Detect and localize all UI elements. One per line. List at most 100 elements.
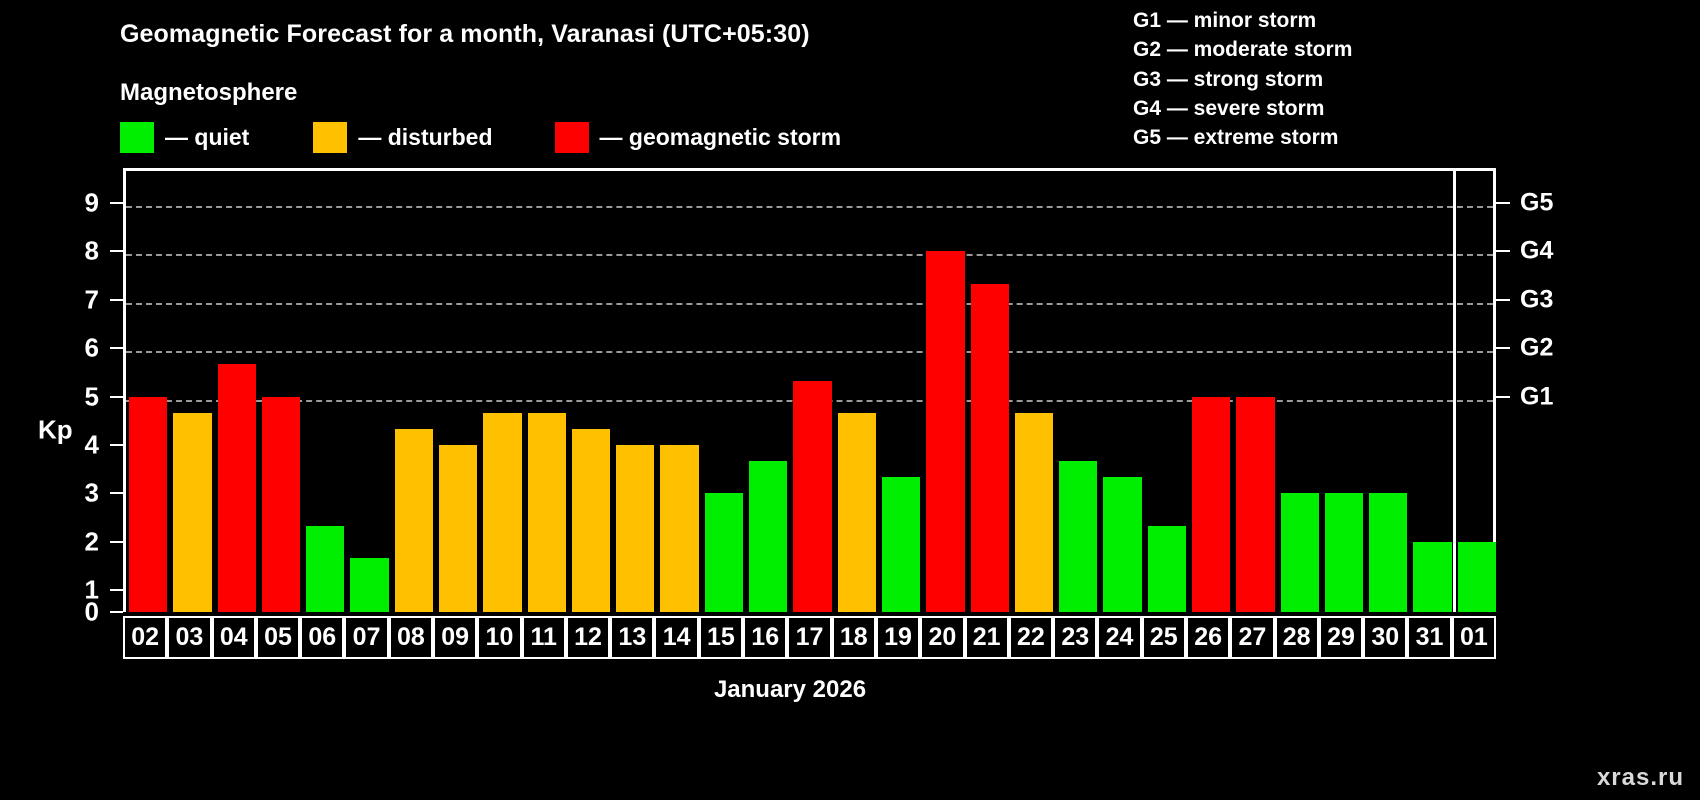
- y-axis-tick: [110, 250, 123, 253]
- gridline: [126, 206, 1493, 208]
- y-axis-tick-label: 1: [84, 574, 99, 605]
- g-scale-item-g5: G5 — extreme storm: [1133, 126, 1339, 150]
- bar-20[interactable]: [926, 251, 965, 612]
- bar-17[interactable]: [793, 380, 832, 612]
- y-axis-tick: [110, 395, 123, 398]
- bar-22[interactable]: [1014, 412, 1054, 612]
- x-axis-title: January 2026: [713, 676, 867, 703]
- bar-09[interactable]: [439, 445, 478, 612]
- x-axis-date-21[interactable]: 21: [964, 616, 1009, 659]
- x-axis-date-23[interactable]: 23: [1053, 616, 1098, 659]
- right-axis-tick: [1496, 347, 1510, 350]
- x-axis-date-04[interactable]: 04: [211, 616, 256, 659]
- x-axis-date-20[interactable]: 20: [920, 616, 965, 659]
- x-axis-date-03[interactable]: 03: [167, 616, 212, 659]
- bar-21[interactable]: [970, 283, 1009, 612]
- g-scale-legend: G1 — minor storm G2 — moderate storm G3 …: [1133, 6, 1352, 152]
- bar-26[interactable]: [1191, 396, 1231, 612]
- bar-18[interactable]: [837, 412, 876, 612]
- bar-01[interactable]: [1457, 541, 1496, 612]
- right-axis-tick: [1496, 395, 1510, 398]
- bar-02[interactable]: [129, 396, 168, 612]
- x-axis-date-24[interactable]: 24: [1097, 616, 1142, 659]
- g-scale-item-g2: G2 — moderate storm: [1133, 38, 1353, 62]
- legend-swatch-disturbed: [313, 122, 348, 153]
- y-axis-tick-label: 6: [84, 332, 99, 363]
- bar-30[interactable]: [1369, 493, 1408, 612]
- x-axis-date-28[interactable]: 28: [1274, 616, 1319, 659]
- y-axis-tick-label: 4: [84, 429, 99, 460]
- bar-04[interactable]: [217, 364, 256, 612]
- x-axis-date-22[interactable]: 22: [1008, 616, 1054, 659]
- bar-15[interactable]: [704, 493, 744, 612]
- bar-12[interactable]: [571, 429, 611, 612]
- y-axis-tick-label: 5: [84, 381, 99, 412]
- bar-23[interactable]: [1059, 460, 1098, 612]
- bar-19[interactable]: [881, 477, 921, 612]
- bar-16[interactable]: [749, 460, 788, 612]
- bar-08[interactable]: [394, 429, 434, 612]
- x-axis-date-02[interactable]: 02: [123, 616, 168, 659]
- x-axis-date-cells: 02 03 04 05 06 07 08 09 10 11 12 13 14 15 16 17 18 19 20 21…: [123, 616, 1496, 659]
- x-axis-date-29[interactable]: 29: [1318, 616, 1364, 659]
- legend-label-disturbed: — disturbed: [358, 124, 493, 150]
- x-axis-date-13[interactable]: 13: [610, 616, 655, 659]
- x-axis-date-07[interactable]: 07: [344, 616, 389, 659]
- chart-title: Geomagnetic Forecast for a month, Varana…: [120, 20, 810, 48]
- x-axis-date-11[interactable]: 11: [521, 616, 566, 659]
- watermark: xras.ru: [1596, 764, 1684, 791]
- bar-14[interactable]: [660, 445, 699, 612]
- g-scale-item-g3: G3 — strong storm: [1133, 67, 1324, 91]
- y-axis-tick-label: 8: [84, 235, 99, 266]
- x-axis-date-15[interactable]: 15: [698, 616, 744, 659]
- bar-29[interactable]: [1324, 493, 1364, 612]
- right-axis-label-g4: G4: [1520, 236, 1554, 265]
- x-axis-date-16[interactable]: 16: [743, 616, 788, 659]
- x-axis-date-09[interactable]: 09: [433, 616, 478, 659]
- bar-06[interactable]: [306, 525, 345, 612]
- bar-27[interactable]: [1236, 396, 1275, 612]
- bar-03[interactable]: [173, 412, 212, 612]
- bar-07[interactable]: [350, 557, 389, 612]
- y-axis-tick: [110, 589, 123, 592]
- x-axis-date-31[interactable]: 31: [1407, 616, 1452, 659]
- right-axis-label-g1: G1: [1520, 382, 1554, 411]
- x-axis-date-08[interactable]: 08: [388, 616, 434, 659]
- y-axis-tick: [110, 492, 123, 495]
- x-axis-date-18[interactable]: 18: [831, 616, 876, 659]
- x-axis-date-27[interactable]: 27: [1230, 616, 1275, 659]
- x-axis-date-06[interactable]: 06: [300, 616, 345, 659]
- bar-05[interactable]: [261, 396, 301, 612]
- legend-item-storm: — geomagnetic storm: [554, 122, 841, 153]
- bar-13[interactable]: [616, 445, 655, 612]
- x-axis-date-19[interactable]: 19: [875, 616, 921, 659]
- bar-25[interactable]: [1147, 525, 1186, 612]
- x-axis-date-26[interactable]: 26: [1185, 616, 1231, 659]
- bar-11[interactable]: [527, 412, 566, 612]
- bars-container: [126, 171, 1496, 612]
- gridline: [126, 254, 1493, 257]
- y-axis-tick: [110, 347, 123, 350]
- x-axis-date-01[interactable]: 01: [1451, 616, 1496, 659]
- x-axis-date-05[interactable]: 05: [255, 616, 301, 659]
- right-axis-tick: [1496, 250, 1510, 253]
- bar-28[interactable]: [1280, 493, 1319, 612]
- gridline: [126, 302, 1493, 305]
- bar-31[interactable]: [1413, 541, 1452, 612]
- right-axis-tick: [1496, 202, 1510, 204]
- x-axis-date-14[interactable]: 14: [654, 616, 699, 659]
- x-axis-title-wrap: January 2026: [0, 676, 1700, 704]
- x-axis-date-12[interactable]: 12: [565, 616, 611, 659]
- x-axis-date-10[interactable]: 10: [477, 616, 522, 659]
- x-axis-date-30[interactable]: 30: [1363, 616, 1408, 659]
- y-axis-tick-label: 3: [84, 477, 99, 508]
- y-axis-tick-label: 0: [84, 596, 99, 627]
- legend-swatch-quiet: [120, 122, 154, 153]
- bar-24[interactable]: [1103, 477, 1142, 612]
- bar-10[interactable]: [483, 412, 522, 612]
- plot-area: [123, 168, 1496, 612]
- y-axis-tick-label: 9: [84, 187, 99, 218]
- x-axis-date-25[interactable]: 25: [1141, 616, 1186, 659]
- x-axis-date-17[interactable]: 17: [787, 616, 832, 659]
- legend-swatch-storm: [554, 122, 589, 153]
